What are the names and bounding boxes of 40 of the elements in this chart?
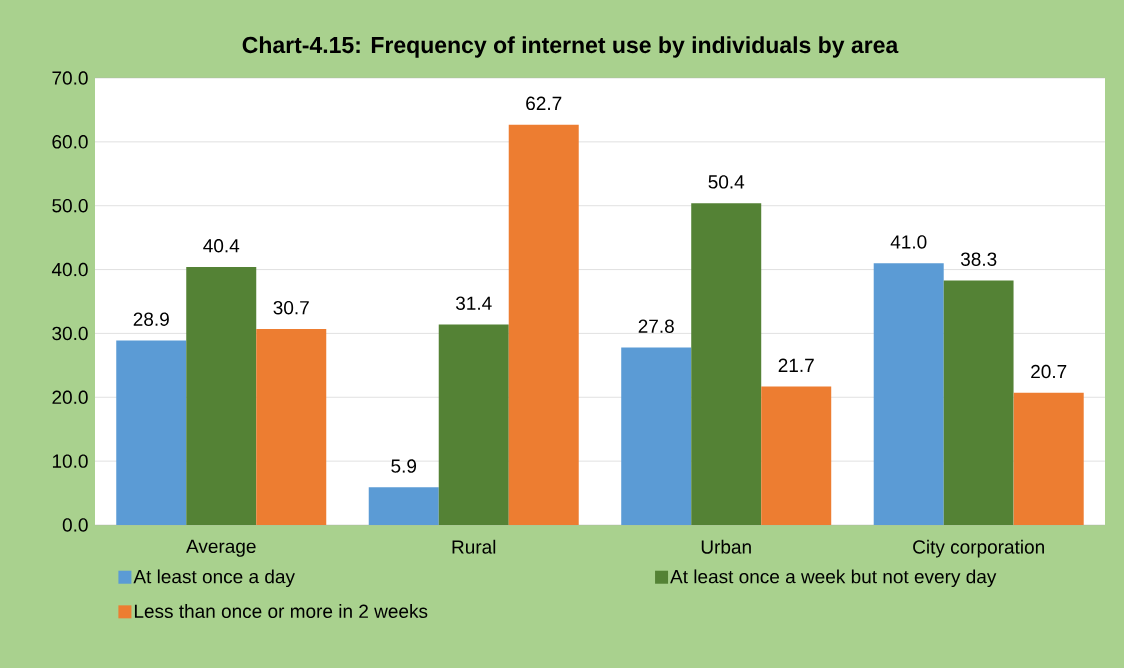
x-tick-label: Average bbox=[186, 539, 256, 557]
bar bbox=[256, 328, 327, 525]
x-tick-label: Rural bbox=[452, 539, 496, 554]
y-tick-label: 50.0 bbox=[52, 198, 88, 213]
data-label: 50.4 bbox=[708, 175, 745, 189]
data-label: 28.9 bbox=[133, 312, 169, 326]
data-label: 38.3 bbox=[960, 252, 997, 266]
bar bbox=[368, 487, 439, 525]
data-label: 62.7 bbox=[526, 96, 562, 111]
y-tick-label: 10.0 bbox=[52, 454, 88, 468]
data-label: 27.8 bbox=[638, 319, 674, 333]
data-label: 30.7 bbox=[273, 300, 309, 315]
data-label: 5.9 bbox=[391, 459, 417, 473]
y-tick-label: 40.0 bbox=[51, 262, 88, 277]
y-tick-label: 30.0 bbox=[52, 326, 88, 341]
y-tick-label: 20.0 bbox=[52, 390, 88, 404]
bar bbox=[1013, 392, 1084, 525]
data-label: 31.4 bbox=[455, 296, 492, 310]
bar bbox=[116, 340, 187, 525]
data-label: 41.0 bbox=[890, 235, 927, 249]
bar bbox=[621, 347, 692, 525]
x-tick-label: City corporation bbox=[913, 539, 1044, 558]
bar bbox=[873, 263, 944, 525]
y-tick-label: 0.0 bbox=[62, 518, 88, 532]
legend-label: At least once a week but not every day bbox=[670, 569, 997, 588]
legend-label: At least once a day bbox=[133, 569, 295, 588]
chart-title: Chart-4.15: Frequency of internet use by individuals by area bbox=[242, 36, 899, 58]
y-tick-label: 60.0 bbox=[52, 135, 88, 149]
legend-label: Less than once or more in 2 weeks bbox=[134, 604, 428, 618]
data-label: 40.4 bbox=[203, 239, 240, 253]
y-tick-label: 70.0 bbox=[52, 71, 88, 85]
bar bbox=[761, 386, 832, 525]
data-label: 21.7 bbox=[778, 358, 814, 372]
bar bbox=[943, 280, 1014, 525]
x-tick-label: Urban bbox=[701, 539, 751, 554]
bar bbox=[186, 267, 257, 525]
bar bbox=[691, 203, 762, 525]
bar bbox=[508, 124, 579, 525]
data-label: 20.7 bbox=[1031, 364, 1067, 379]
bar bbox=[438, 324, 509, 525]
